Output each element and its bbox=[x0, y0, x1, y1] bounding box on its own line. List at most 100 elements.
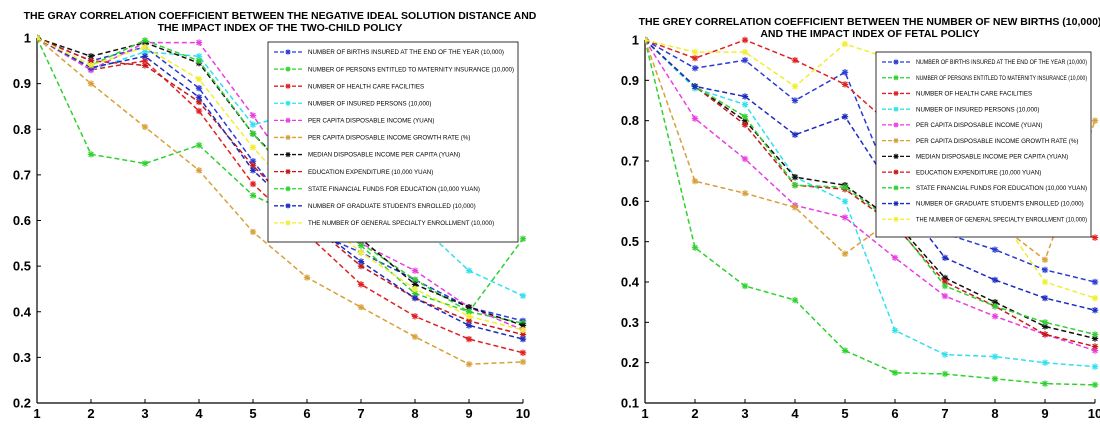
legend-item: THE NUMBER OF GENERAL SPECIALTY ENROLLME… bbox=[274, 220, 494, 227]
legend-label: EDUCATION EXPENDITURE (10,000 YUAN) bbox=[916, 169, 1041, 176]
legend-label: NUMBER OF PERSONS ENTITLED TO MATERNITY … bbox=[916, 75, 1087, 82]
legend-label: NUMBER OF GRADUATE STUDENTS ENROLLED (10… bbox=[308, 203, 476, 210]
series-line bbox=[645, 39, 1096, 239]
legend-item: PER CAPITA DISPOSABLE INCOME GROWTH RATE… bbox=[882, 138, 1078, 145]
x-tick-label: 8 bbox=[991, 406, 998, 421]
x-tick-label: 5 bbox=[841, 406, 848, 421]
data-point bbox=[141, 123, 149, 131]
data-point bbox=[141, 43, 149, 51]
data-point bbox=[991, 276, 999, 284]
legend-label: EDUCATION EXPENDITURE (10,000 YUAN) bbox=[308, 169, 433, 176]
series-line bbox=[645, 39, 1096, 386]
data-point bbox=[791, 131, 799, 138]
data-point bbox=[991, 375, 999, 382]
y-tick-label: 0.4 bbox=[13, 304, 32, 319]
legend-item: NUMBER OF INSURED PERSONS (10,000) bbox=[274, 100, 431, 107]
legend-item: NUMBER OF GRADUATE STUDENTS ENROLLED (10… bbox=[882, 201, 1084, 208]
y-tick-label: 0.9 bbox=[13, 76, 31, 91]
data-point bbox=[891, 369, 899, 376]
y-tick-label: 0.4 bbox=[621, 275, 640, 290]
data-point bbox=[411, 294, 419, 302]
data-point bbox=[195, 107, 203, 115]
series-line bbox=[645, 39, 1096, 262]
data-point bbox=[357, 281, 365, 288]
series-line bbox=[645, 39, 1096, 311]
data-point bbox=[691, 177, 699, 185]
data-point bbox=[357, 242, 365, 249]
x-tick-label: 9 bbox=[1041, 406, 1048, 421]
data-point bbox=[519, 349, 527, 357]
data-point bbox=[465, 267, 473, 274]
x-tick-label: 3 bbox=[741, 406, 748, 421]
data-point bbox=[891, 254, 899, 261]
legend-label: THE NUMBER OF GENERAL SPECIALTY ENROLLME… bbox=[308, 220, 494, 227]
series-line bbox=[645, 39, 1096, 299]
data-point bbox=[841, 69, 849, 76]
x-tick-label: 10 bbox=[516, 406, 530, 421]
data-point bbox=[87, 80, 95, 87]
series-line bbox=[37, 37, 524, 354]
legend-label: PER CAPITA DISPOSABLE INCOME (YUAN) bbox=[308, 118, 434, 125]
data-point bbox=[691, 115, 699, 122]
data-point bbox=[741, 93, 749, 100]
data-point bbox=[791, 182, 799, 189]
legend-item: NUMBER OF INSURED PERSONS (10,000) bbox=[882, 106, 1039, 113]
data-point bbox=[791, 204, 799, 211]
legend-item: MEDIAN DISPOSABLE INCOME PER CAPITA (YUA… bbox=[882, 154, 1068, 161]
chart-title-line: THE GREY CORRELATION COEFFICIENT BETWEEN… bbox=[639, 16, 1100, 28]
x-tick-label: 4 bbox=[791, 406, 799, 421]
x-tick-label: 7 bbox=[357, 406, 364, 421]
data-point bbox=[841, 214, 849, 221]
data-point bbox=[691, 54, 699, 62]
data-point bbox=[1091, 381, 1099, 389]
series-line bbox=[37, 37, 524, 324]
data-point bbox=[195, 167, 203, 174]
data-point bbox=[411, 333, 419, 341]
data-point bbox=[357, 303, 365, 311]
y-tick-label: 0.9 bbox=[621, 73, 639, 88]
data-point bbox=[691, 83, 699, 90]
data-point bbox=[411, 267, 419, 274]
chart-title-line: THE IMPACT INDEX OF THE TWO-CHILD POLICY bbox=[158, 22, 403, 34]
data-point bbox=[1091, 363, 1099, 370]
data-point bbox=[741, 48, 749, 56]
data-point bbox=[1091, 294, 1099, 302]
data-point bbox=[841, 347, 849, 354]
legend-label: MEDIAN DISPOSABLE INCOME PER CAPITA (YUA… bbox=[916, 154, 1068, 161]
x-tick-label: 4 bbox=[195, 406, 203, 421]
legend-item: STATE FINANCIAL FUNDS FOR EDUCATION (10,… bbox=[274, 186, 480, 193]
data-point bbox=[741, 113, 749, 120]
data-point bbox=[465, 322, 473, 329]
data-point bbox=[519, 335, 527, 343]
x-tick-label: 6 bbox=[891, 406, 898, 421]
legend-label: NUMBER OF INSURED PERSONS (10,000) bbox=[916, 106, 1039, 113]
legend-box bbox=[267, 41, 519, 243]
data-point bbox=[1041, 278, 1049, 286]
data-point bbox=[195, 39, 203, 46]
x-tick-label: 2 bbox=[691, 406, 698, 421]
data-point bbox=[249, 130, 257, 138]
data-point bbox=[411, 285, 419, 293]
data-point bbox=[1091, 343, 1099, 350]
data-point bbox=[991, 353, 999, 360]
data-point bbox=[195, 84, 203, 92]
data-point bbox=[691, 48, 699, 56]
data-point bbox=[1041, 256, 1049, 264]
y-tick-label: 0.8 bbox=[621, 113, 639, 128]
legend-item: EDUCATION EXPENDITURE (10,000 YUAN) bbox=[274, 169, 433, 176]
data-point bbox=[941, 370, 949, 378]
y-tick-label: 1 bbox=[24, 31, 31, 46]
x-tick-label: 6 bbox=[303, 406, 310, 421]
y-tick-label: 0.7 bbox=[621, 154, 639, 169]
data-point bbox=[1041, 319, 1049, 326]
data-point bbox=[1091, 307, 1099, 314]
data-point bbox=[465, 361, 473, 368]
data-point bbox=[249, 228, 257, 236]
data-point bbox=[195, 142, 203, 149]
data-point bbox=[741, 121, 749, 128]
legend: NUMBER OF BIRTHS INSURED AT THE END OF T… bbox=[875, 51, 1092, 238]
y-tick-label: 0.1 bbox=[621, 396, 639, 411]
data-point bbox=[741, 190, 749, 197]
data-point bbox=[841, 198, 849, 205]
